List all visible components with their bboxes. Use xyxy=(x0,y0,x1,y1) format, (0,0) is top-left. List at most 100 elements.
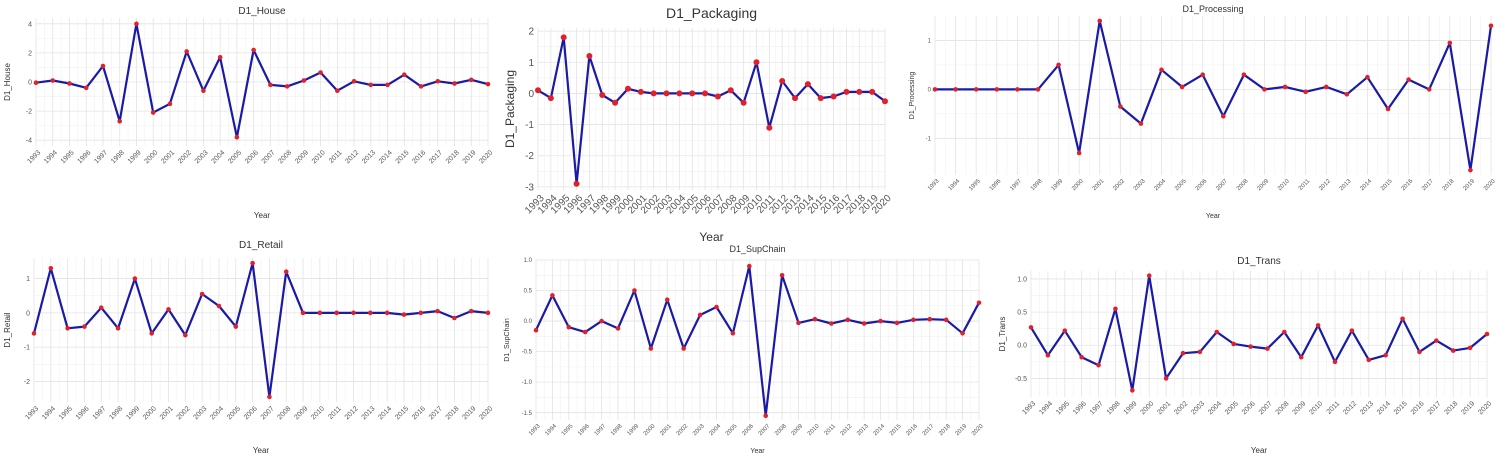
x-tick-label: 2016 xyxy=(411,149,427,165)
y-tick-label: 2 xyxy=(528,27,534,38)
data-point xyxy=(82,324,87,329)
x-tick-label: 2014 xyxy=(873,423,887,437)
grid xyxy=(35,18,489,146)
data-point xyxy=(740,99,747,106)
x-tick-label: 2017 xyxy=(1421,178,1435,192)
data-point xyxy=(367,310,373,316)
data-point xyxy=(911,317,916,323)
data-point xyxy=(960,330,965,336)
data-point xyxy=(779,77,786,84)
data-point xyxy=(624,85,631,92)
data-point xyxy=(535,87,541,94)
y-tick-label: -2 xyxy=(525,151,534,162)
y-tick-label: -2 xyxy=(26,109,32,116)
y-tick-label: 0 xyxy=(928,87,932,93)
data-point xyxy=(1028,325,1034,330)
x-tick-label: 2015 xyxy=(1393,400,1409,416)
data-point xyxy=(804,81,811,88)
data-point xyxy=(418,84,424,89)
x-tick-label: 2011 xyxy=(824,423,838,437)
x-tick-label: 1998 xyxy=(610,423,624,437)
y-tick-label: 0.0 xyxy=(524,319,533,325)
y-tick-label: 1.0 xyxy=(524,258,533,264)
x-tick-label: 2005 xyxy=(226,405,242,421)
data-point xyxy=(1323,84,1329,90)
data-point xyxy=(1417,349,1422,355)
x-tick-label: 2002 xyxy=(1112,178,1126,192)
data-point xyxy=(166,307,171,312)
data-point xyxy=(1159,67,1164,73)
data-point xyxy=(267,394,272,400)
y-axis-label: D1_Packaging xyxy=(503,70,517,148)
data-point xyxy=(1488,23,1494,29)
x-tick-label: 2010 xyxy=(1308,400,1324,416)
x-tick-label: 1994 xyxy=(1038,400,1054,416)
chart-packaging: -3-2-10121993199419951996199719981999200… xyxy=(503,5,894,244)
data-point xyxy=(830,93,837,100)
x-tick-label: 2017 xyxy=(428,149,444,165)
x-tick-label: 2018 xyxy=(1442,178,1456,192)
data-point xyxy=(201,88,206,94)
x-tick-label: 1993 xyxy=(24,405,40,421)
x-tick-label: 2009 xyxy=(293,405,309,421)
x-tick-label: 1996 xyxy=(577,423,591,437)
data-point xyxy=(973,87,979,92)
data-point xyxy=(485,310,491,316)
x-axis-label: Year xyxy=(254,211,271,220)
x-tick-label: 2002 xyxy=(676,423,690,437)
x-tick-label: 2009 xyxy=(294,149,310,165)
x-tick-label: 1993 xyxy=(26,149,42,165)
x-tick-label: 2005 xyxy=(1174,178,1188,192)
x-tick-label: 2001 xyxy=(1156,400,1172,416)
x-tick-label: 2007 xyxy=(261,149,277,165)
data-point xyxy=(812,316,818,322)
series-line xyxy=(935,19,1493,172)
data-point xyxy=(681,346,686,351)
series-line xyxy=(535,265,980,417)
x-tick-label: 1999 xyxy=(125,405,141,421)
data-point xyxy=(547,95,554,102)
x-tick-label: 1995 xyxy=(561,423,575,437)
data-point xyxy=(115,325,121,331)
data-point xyxy=(50,78,56,83)
x-tick-label: 1993 xyxy=(528,423,542,437)
x-tick-label: 2015 xyxy=(394,405,410,421)
x-tick-label: 2007 xyxy=(1258,400,1274,416)
data-point xyxy=(766,124,773,131)
chart-title: D1_SupChain xyxy=(729,244,785,254)
data-point xyxy=(134,21,139,27)
x-axis-label: Year xyxy=(750,448,765,455)
data-point xyxy=(301,78,307,83)
data-point xyxy=(1447,40,1453,46)
x-tick-label: 1994 xyxy=(41,405,57,421)
data-point xyxy=(65,325,70,331)
data-point xyxy=(586,53,593,60)
x-tick-label: 1997 xyxy=(594,423,608,437)
x-tick-label: 2008 xyxy=(277,149,293,165)
y-tick-label: 1 xyxy=(928,39,932,45)
x-tick-label: 2001 xyxy=(159,405,175,421)
x-tick-label: 2013 xyxy=(361,149,377,165)
x-tick-label: 1997 xyxy=(1089,400,1105,416)
data-point xyxy=(1197,349,1203,355)
data-point xyxy=(843,88,850,95)
x-tick-label: 2003 xyxy=(194,149,210,165)
data-point xyxy=(550,293,555,298)
x-tick-label: 2017 xyxy=(1427,400,1443,416)
x-tick-label: 2008 xyxy=(1236,178,1250,192)
data-point xyxy=(560,34,567,41)
x-tick-label: 2019 xyxy=(955,423,969,437)
data-point xyxy=(533,327,539,333)
y-tick-label: -1 xyxy=(525,120,534,131)
x-tick-label: 2003 xyxy=(1133,178,1147,192)
data-point xyxy=(199,291,205,297)
x-tick-label: 2010 xyxy=(1277,178,1291,192)
x-tick-label: 1996 xyxy=(989,178,1003,192)
x-tick-label: 1999 xyxy=(1051,178,1065,192)
data-point xyxy=(468,77,474,83)
data-point xyxy=(566,324,572,330)
data-point xyxy=(67,81,72,86)
x-tick-label: 1998 xyxy=(1106,400,1122,416)
data-point xyxy=(351,78,357,84)
data-point xyxy=(676,90,683,97)
